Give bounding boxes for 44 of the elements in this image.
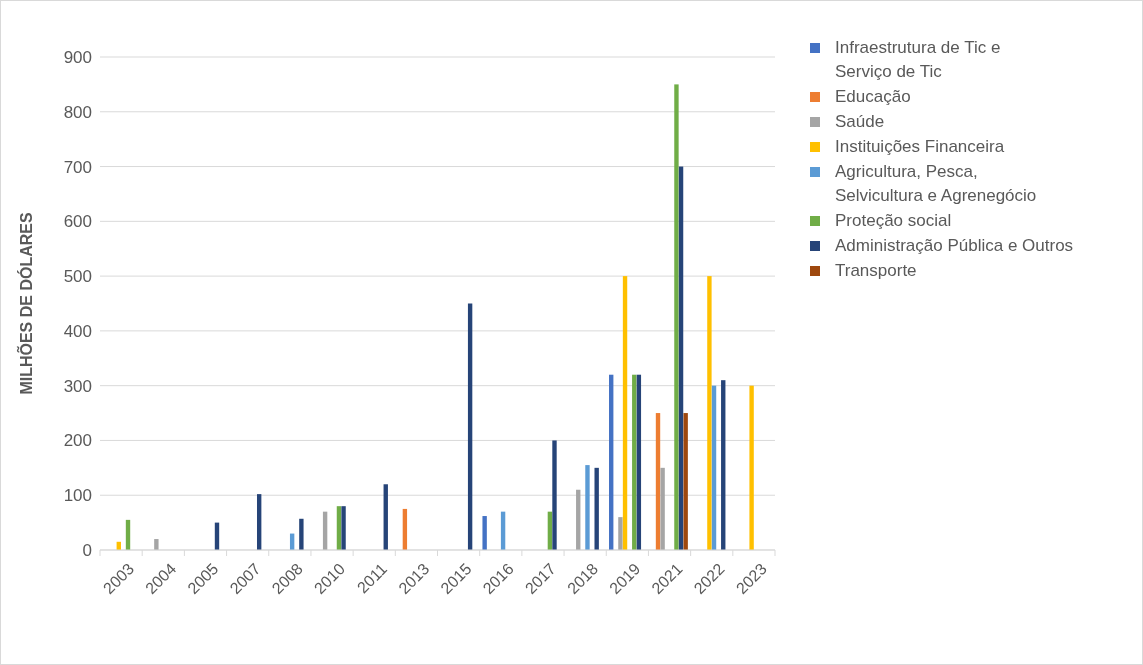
bar bbox=[721, 380, 726, 550]
y-tick-label: 200 bbox=[63, 431, 92, 451]
bar bbox=[660, 467, 665, 550]
y-tick-label: 500 bbox=[63, 267, 92, 287]
y-tick-label: 900 bbox=[63, 47, 92, 67]
y-tick-label: 0 bbox=[82, 540, 92, 560]
bar bbox=[482, 516, 487, 550]
bar bbox=[655, 413, 661, 550]
bar bbox=[636, 374, 642, 550]
bar bbox=[749, 385, 754, 550]
y-tick-label: 100 bbox=[63, 486, 92, 506]
bar bbox=[594, 467, 599, 550]
bar bbox=[683, 413, 688, 550]
y-tick-label: 700 bbox=[63, 157, 92, 177]
bar bbox=[467, 303, 473, 550]
bar bbox=[336, 506, 342, 550]
y-tick-label: 600 bbox=[63, 212, 92, 232]
bar bbox=[632, 374, 637, 550]
bar bbox=[383, 484, 388, 550]
y-tick-label: 800 bbox=[63, 102, 92, 122]
bar bbox=[622, 276, 628, 550]
bar bbox=[618, 517, 623, 550]
bar bbox=[585, 465, 590, 550]
y-tick-label: 300 bbox=[63, 376, 92, 396]
legend-label: Instituições Financeira bbox=[835, 137, 1005, 156]
bar bbox=[711, 385, 717, 550]
legend-label: Educação bbox=[835, 87, 911, 106]
bar bbox=[674, 84, 679, 550]
bar bbox=[552, 440, 557, 550]
legend-label: Proteção social bbox=[835, 211, 952, 230]
bar bbox=[299, 518, 304, 550]
bar bbox=[609, 374, 614, 550]
legend-label: Infraestrutura de Tic e Serviço de Tic bbox=[835, 38, 1001, 81]
legend-label: Administração Pública e Outros bbox=[835, 236, 1074, 255]
bar bbox=[154, 539, 159, 550]
bar bbox=[678, 166, 684, 550]
legend-label: Saúde bbox=[835, 112, 885, 131]
bar bbox=[707, 276, 712, 550]
y-axis-title: MILHÕES DE DÓLARES bbox=[16, 212, 35, 395]
legend-label: Transporte bbox=[835, 261, 917, 280]
legend-label: Agricultura, Pesca, Selvicultura e Agrenegócio bbox=[835, 162, 1037, 205]
bar bbox=[256, 494, 262, 550]
bar bbox=[341, 506, 346, 550]
y-tick-label: 400 bbox=[63, 321, 92, 341]
